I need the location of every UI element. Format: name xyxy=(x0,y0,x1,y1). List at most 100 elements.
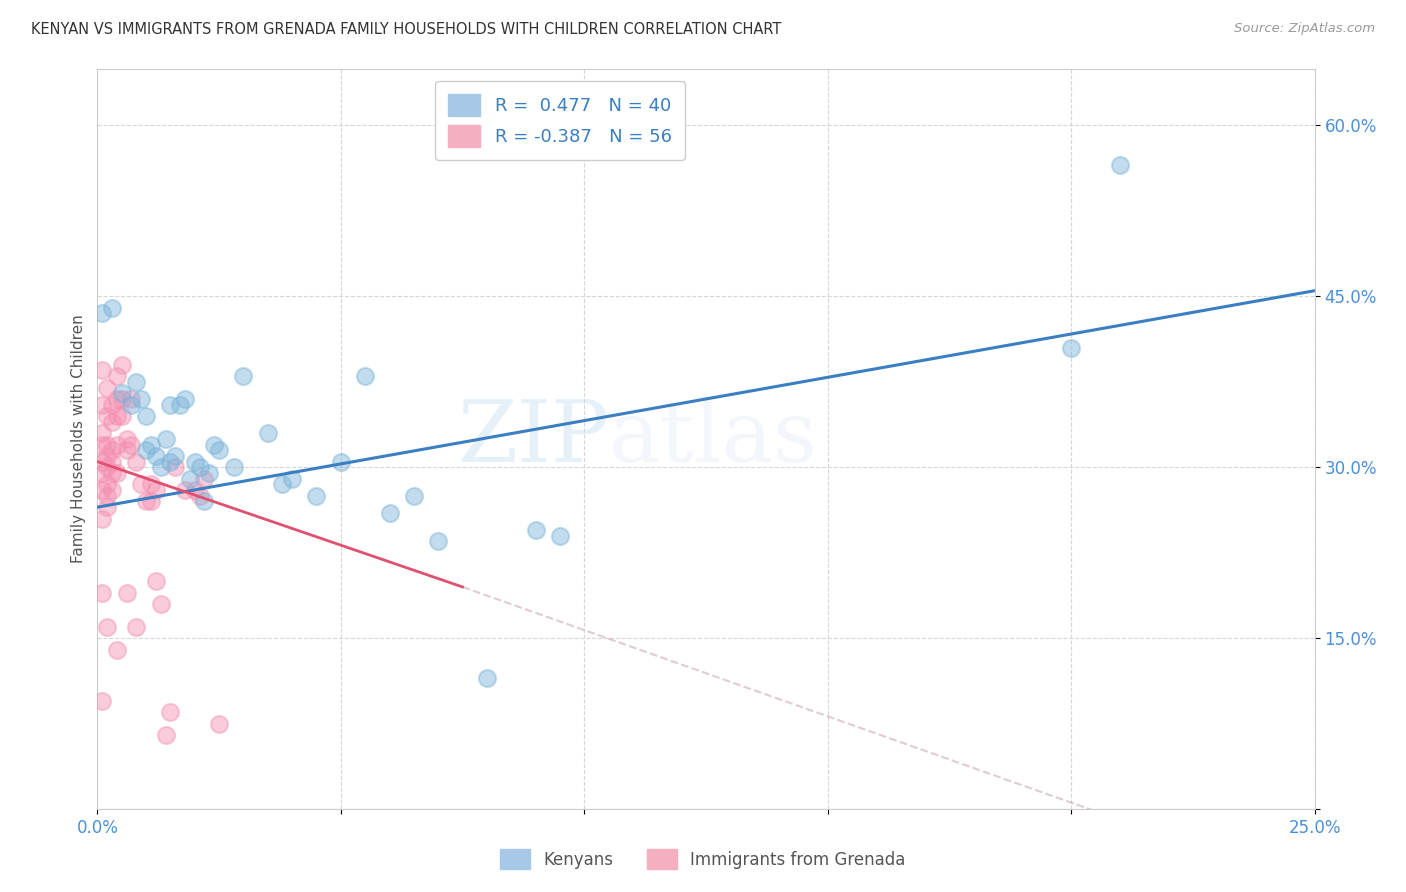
Point xyxy=(125,455,148,469)
Point xyxy=(96,437,118,451)
Text: ZIP: ZIP xyxy=(457,397,609,481)
Point xyxy=(101,466,124,480)
Point xyxy=(305,489,328,503)
Point xyxy=(145,483,167,497)
Point xyxy=(135,494,157,508)
Point xyxy=(129,477,152,491)
Point xyxy=(139,437,162,451)
Point xyxy=(101,415,124,429)
Point xyxy=(222,460,245,475)
Text: KENYAN VS IMMIGRANTS FROM GRENADA FAMILY HOUSEHOLDS WITH CHILDREN CORRELATION CH: KENYAN VS IMMIGRANTS FROM GRENADA FAMILY… xyxy=(31,22,782,37)
Point xyxy=(188,460,211,475)
Point xyxy=(120,398,142,412)
Point xyxy=(329,455,352,469)
Point xyxy=(105,642,128,657)
Point xyxy=(96,409,118,423)
Point xyxy=(91,437,114,451)
Point xyxy=(101,398,124,412)
Point xyxy=(96,489,118,503)
Point xyxy=(105,392,128,406)
Text: Source: ZipAtlas.com: Source: ZipAtlas.com xyxy=(1234,22,1375,36)
Point xyxy=(159,455,181,469)
Point xyxy=(232,369,254,384)
Point xyxy=(101,483,124,497)
Point xyxy=(115,432,138,446)
Point xyxy=(91,466,114,480)
Point xyxy=(184,455,207,469)
Point xyxy=(111,358,134,372)
Point xyxy=(165,460,187,475)
Point xyxy=(135,443,157,458)
Point xyxy=(159,398,181,412)
Point xyxy=(139,477,162,491)
Point xyxy=(96,449,118,463)
Point xyxy=(125,375,148,389)
Point xyxy=(91,483,114,497)
Point xyxy=(179,472,201,486)
Point xyxy=(96,477,118,491)
Point xyxy=(202,437,225,451)
Point xyxy=(145,574,167,589)
Point xyxy=(159,706,181,720)
Point xyxy=(96,380,118,394)
Point xyxy=(115,585,138,599)
Point xyxy=(188,489,211,503)
Point xyxy=(105,466,128,480)
Point xyxy=(91,398,114,412)
Point xyxy=(169,398,191,412)
Point xyxy=(111,386,134,401)
Point xyxy=(101,443,124,458)
Point xyxy=(139,494,162,508)
Point xyxy=(125,620,148,634)
Point xyxy=(120,392,142,406)
Legend: R =  0.477   N = 40, R = -0.387   N = 56: R = 0.477 N = 40, R = -0.387 N = 56 xyxy=(436,81,685,160)
Point xyxy=(165,449,187,463)
Point xyxy=(354,369,377,384)
Point xyxy=(208,443,231,458)
Point xyxy=(111,392,134,406)
Point xyxy=(91,455,114,469)
Point xyxy=(256,426,278,441)
Point xyxy=(96,460,118,475)
Point xyxy=(135,409,157,423)
Point xyxy=(402,489,425,503)
Point xyxy=(101,455,124,469)
Point xyxy=(91,426,114,441)
Point xyxy=(174,392,197,406)
Point xyxy=(155,728,177,742)
Point xyxy=(184,483,207,497)
Point xyxy=(91,585,114,599)
Point xyxy=(91,511,114,525)
Point xyxy=(193,472,215,486)
Point xyxy=(1109,158,1132,172)
Point xyxy=(548,529,571,543)
Point xyxy=(111,409,134,423)
Point xyxy=(105,409,128,423)
Point xyxy=(475,671,498,685)
Point xyxy=(96,500,118,515)
Point xyxy=(427,534,450,549)
Point xyxy=(96,620,118,634)
Point xyxy=(91,306,114,320)
Point xyxy=(174,483,197,497)
Point xyxy=(101,301,124,315)
Y-axis label: Family Households with Children: Family Households with Children xyxy=(72,315,86,563)
Point xyxy=(208,716,231,731)
Point xyxy=(149,460,172,475)
Point xyxy=(193,494,215,508)
Point xyxy=(149,597,172,611)
Legend: Kenyans, Immigrants from Grenada: Kenyans, Immigrants from Grenada xyxy=(491,838,915,880)
Point xyxy=(105,369,128,384)
Point xyxy=(91,363,114,377)
Point xyxy=(91,694,114,708)
Text: atlas: atlas xyxy=(609,397,818,481)
Point xyxy=(129,392,152,406)
Point xyxy=(198,466,221,480)
Point xyxy=(524,523,547,537)
Point xyxy=(120,437,142,451)
Point xyxy=(281,472,304,486)
Point xyxy=(271,477,294,491)
Point xyxy=(1060,341,1083,355)
Point xyxy=(115,443,138,458)
Point xyxy=(155,432,177,446)
